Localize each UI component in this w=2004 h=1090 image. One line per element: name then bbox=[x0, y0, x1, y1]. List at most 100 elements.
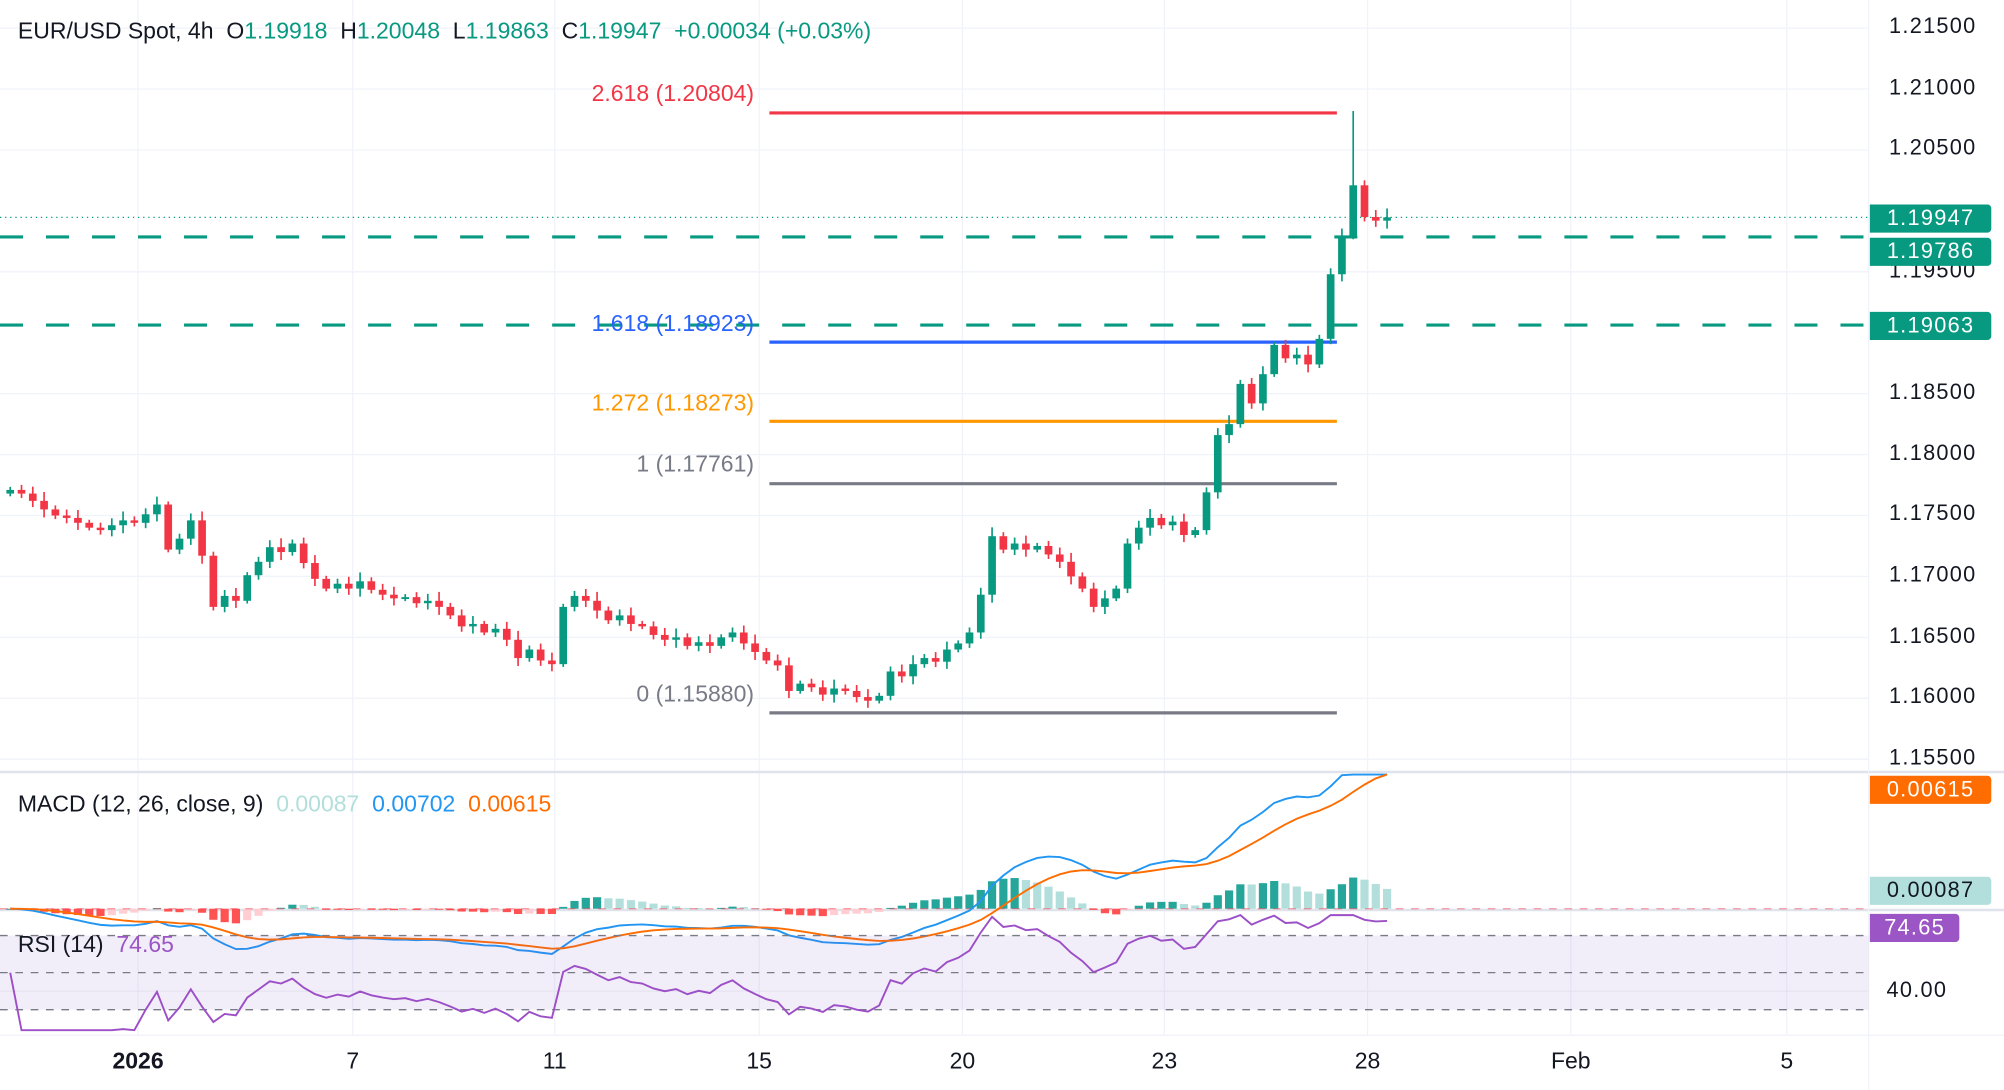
candle bbox=[1247, 377, 1256, 409]
candle bbox=[435, 591, 443, 615]
candle-body bbox=[570, 595, 579, 607]
macd-histogram-bar bbox=[999, 878, 1008, 909]
price-axis-label: 1.16000 bbox=[1889, 684, 1977, 709]
candle bbox=[1022, 535, 1030, 557]
candle bbox=[1067, 552, 1075, 585]
candle bbox=[954, 640, 963, 653]
macd-histogram-bar bbox=[1033, 882, 1042, 909]
candle bbox=[220, 589, 229, 613]
candle-body bbox=[175, 538, 184, 550]
macd-histogram-bar bbox=[965, 894, 974, 909]
change-value: +0.00034 (+0.03%) bbox=[674, 17, 872, 44]
candle-body bbox=[1033, 545, 1042, 550]
fib-label: 0 (1.15880) bbox=[636, 680, 755, 707]
candle-body bbox=[638, 623, 647, 627]
high-value: 1.20048 bbox=[356, 17, 441, 44]
candle bbox=[232, 587, 240, 608]
candle-body bbox=[988, 536, 996, 595]
candle-body bbox=[536, 649, 545, 661]
macd-histogram-bar bbox=[265, 908, 274, 911]
time-axis-label: 20 bbox=[949, 1048, 976, 1074]
macd-histogram-bar bbox=[1168, 901, 1177, 909]
candle bbox=[525, 645, 534, 662]
candle bbox=[367, 577, 376, 594]
macd-histogram-bar bbox=[254, 908, 263, 916]
macd-histogram-bar bbox=[513, 908, 523, 914]
candle-body bbox=[1089, 588, 1098, 607]
candle-body bbox=[1134, 527, 1143, 544]
candle-body bbox=[17, 489, 26, 494]
candle-body bbox=[1292, 354, 1301, 359]
candle-body bbox=[739, 632, 748, 644]
candle bbox=[1191, 527, 1200, 538]
macd-histogram-bar bbox=[62, 908, 71, 915]
low-value: 1.19863 bbox=[465, 17, 549, 44]
candle-body bbox=[254, 561, 263, 576]
candle bbox=[1213, 428, 1222, 499]
candle-body bbox=[74, 517, 82, 523]
candle bbox=[6, 486, 15, 497]
macd-histogram-bar bbox=[186, 908, 195, 911]
macd-histogram-bar bbox=[243, 908, 252, 921]
macd-histogram-bar bbox=[671, 906, 681, 909]
candle-body bbox=[209, 555, 218, 607]
candle-body bbox=[1236, 383, 1245, 425]
candle bbox=[1112, 585, 1121, 602]
candle bbox=[1044, 540, 1053, 559]
candle bbox=[344, 576, 353, 595]
macd-histogram-bar bbox=[1179, 904, 1189, 909]
candle bbox=[909, 655, 917, 685]
candle bbox=[988, 527, 996, 603]
candle-body bbox=[277, 547, 285, 553]
open-value: 1.19918 bbox=[244, 17, 328, 44]
candle-body bbox=[818, 687, 827, 695]
macd-histogram-bar bbox=[457, 908, 466, 912]
candle-body bbox=[390, 594, 398, 599]
macd-histogram-bar bbox=[175, 908, 184, 913]
macd-histogram-bar bbox=[1247, 884, 1256, 909]
candle bbox=[627, 607, 635, 632]
candle bbox=[1304, 345, 1312, 373]
candle bbox=[265, 540, 274, 569]
candle-body bbox=[96, 527, 105, 531]
candle-body bbox=[931, 658, 940, 662]
candle-body bbox=[299, 543, 308, 564]
level-badge-1: 1.19786 bbox=[1869, 237, 1992, 266]
candle-body bbox=[785, 665, 793, 691]
candle-body bbox=[1022, 543, 1030, 550]
macd-histogram-bar bbox=[491, 908, 500, 912]
candle-body bbox=[480, 623, 489, 633]
candle bbox=[96, 522, 105, 535]
candle bbox=[412, 592, 421, 608]
macd-histogram-bar bbox=[1191, 905, 1200, 909]
macd-histogram-bar bbox=[796, 908, 805, 916]
macd-histogram-bar bbox=[1326, 889, 1335, 909]
price-axis-label: 1.21000 bbox=[1889, 74, 1977, 100]
candle-body bbox=[706, 642, 714, 646]
candle bbox=[1157, 513, 1166, 529]
candle bbox=[615, 609, 624, 626]
macd-histogram-bar bbox=[480, 908, 489, 913]
candle bbox=[920, 654, 929, 668]
candle bbox=[107, 518, 116, 537]
candle bbox=[130, 516, 139, 527]
candle-body bbox=[378, 589, 387, 595]
candle bbox=[51, 505, 60, 520]
candle-body bbox=[1067, 561, 1075, 577]
candle-body bbox=[40, 500, 48, 510]
macd-histogram-bar bbox=[1315, 893, 1324, 909]
candle-body bbox=[1180, 521, 1188, 535]
macd-histogram-bar bbox=[197, 908, 207, 913]
candle bbox=[119, 511, 127, 534]
candle bbox=[683, 633, 692, 650]
candle bbox=[1055, 547, 1064, 569]
candle-body bbox=[1349, 185, 1358, 237]
candle-body bbox=[220, 595, 229, 607]
candle-body bbox=[728, 632, 737, 638]
candle-body bbox=[435, 600, 443, 607]
candle-body bbox=[1371, 216, 1380, 221]
candle bbox=[852, 684, 861, 703]
candle-body bbox=[976, 594, 985, 633]
